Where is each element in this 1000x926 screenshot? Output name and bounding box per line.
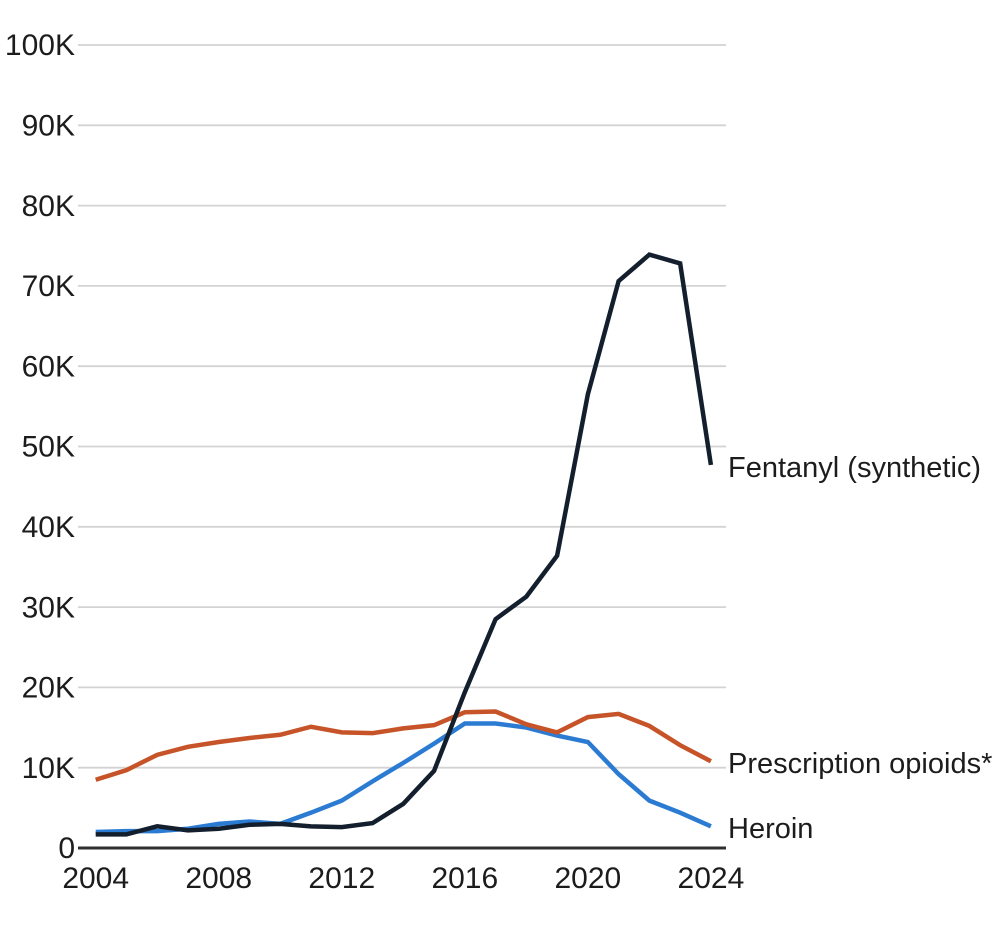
series-lines-group xyxy=(95,252,714,837)
series-labels-group: Fentanyl (synthetic) Prescription opioids… xyxy=(728,452,992,845)
series-line-fentanyl-synthetic xyxy=(95,252,714,837)
y-tick-label: 90K xyxy=(22,110,75,143)
y-tick-label: 100K xyxy=(5,29,75,62)
x-tick-label: 2008 xyxy=(185,862,252,895)
y-tick-label: 20K xyxy=(22,672,75,705)
series-line-heroin xyxy=(95,721,712,835)
x-tick-label: 2012 xyxy=(308,862,375,895)
x-tick-label: 2024 xyxy=(678,862,745,895)
x-tick-label: 2016 xyxy=(431,862,498,895)
x-axis-labels-group: 2004 2008 2012 2016 2020 2024 xyxy=(62,862,744,895)
series-label-prescription-opioids: Prescription opioids* xyxy=(728,748,992,780)
y-tick-label: 80K xyxy=(22,190,75,223)
y-axis-labels-group: 0 10K 20K 30K 40K 50K 60K 70K 80K 90K 100K xyxy=(5,29,75,865)
y-tick-label: 10K xyxy=(22,752,75,785)
x-tick-label: 2004 xyxy=(62,862,129,895)
x-tick-label: 2020 xyxy=(554,862,621,895)
series-label-heroin: Heroin xyxy=(728,813,813,845)
y-tick-label: 0 xyxy=(58,832,75,865)
y-tick-label: 70K xyxy=(22,270,75,303)
series-line-prescription-opioids xyxy=(95,709,712,782)
y-tick-label: 60K xyxy=(22,350,75,383)
y-tick-label: 40K xyxy=(22,511,75,544)
y-tick-label: 30K xyxy=(22,591,75,624)
gridlines-group xyxy=(78,44,726,850)
y-tick-label: 50K xyxy=(22,431,75,464)
series-label-fentanyl-synthetic: Fentanyl (synthetic) xyxy=(728,452,981,484)
